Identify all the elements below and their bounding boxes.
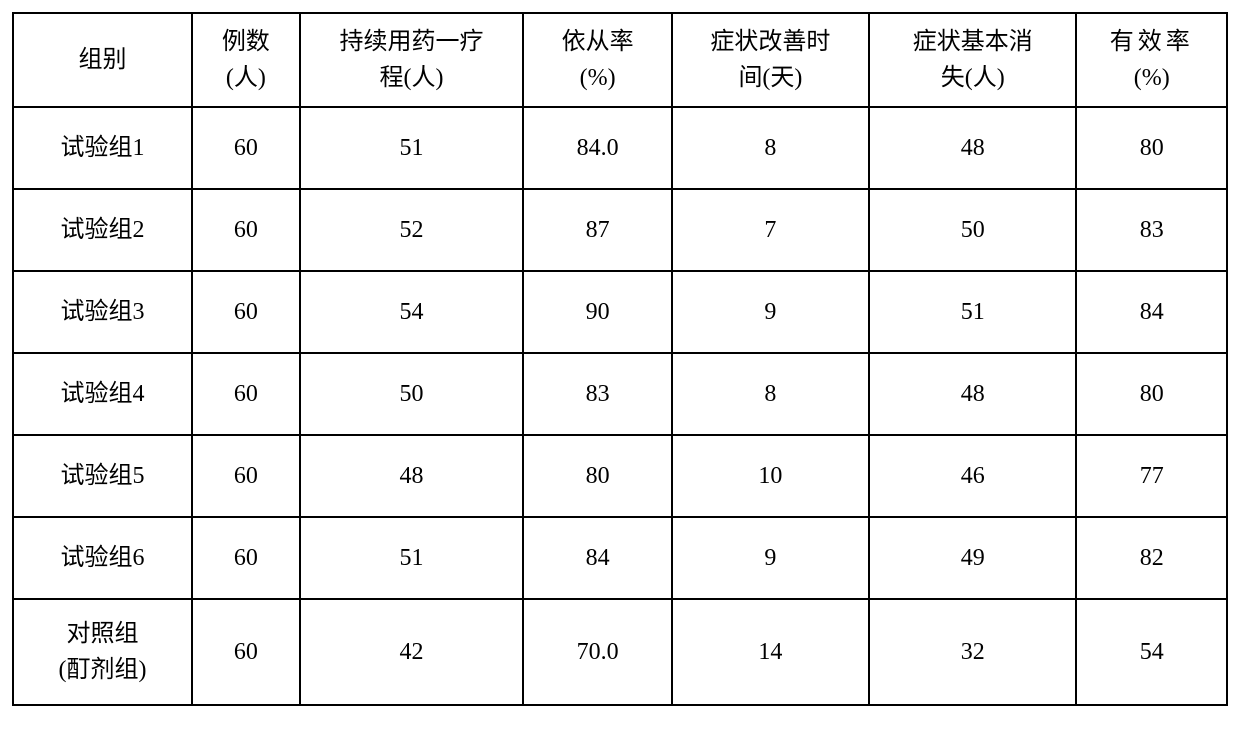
col-header-compliance: 依从率(%) [523,13,671,107]
cell-value: 60 [192,189,300,271]
cell-value: 54 [300,271,524,353]
cell-group: 试验组3 [13,271,192,353]
cell-value: 80 [1076,353,1227,435]
cell-group: 试验组5 [13,435,192,517]
cell-value: 80 [523,435,671,517]
col-header-cases: 例数(人) [192,13,300,107]
data-table: 组别 例数(人) 持续用药一疗程(人) 依从率(%) 症状改善时间(天) 症状基… [12,12,1228,706]
table-row: 对照组(酊剂组) 60 42 70.0 14 32 54 [13,599,1227,705]
table-row: 试验组5 60 48 80 10 46 77 [13,435,1227,517]
cell-value: 60 [192,353,300,435]
cell-value: 60 [192,599,300,705]
cell-value: 42 [300,599,524,705]
cell-value: 10 [672,435,869,517]
cell-value: 77 [1076,435,1227,517]
cell-value: 90 [523,271,671,353]
cell-group: 试验组2 [13,189,192,271]
cell-value: 32 [869,599,1076,705]
cell-group: 试验组4 [13,353,192,435]
cell-value: 83 [523,353,671,435]
cell-group: 试验组6 [13,517,192,599]
cell-value: 50 [300,353,524,435]
cell-value: 46 [869,435,1076,517]
table-header-row: 组别 例数(人) 持续用药一疗程(人) 依从率(%) 症状改善时间(天) 症状基… [13,13,1227,107]
cell-value: 87 [523,189,671,271]
cell-value: 60 [192,435,300,517]
cell-value: 51 [869,271,1076,353]
table-row: 试验组1 60 51 84.0 8 48 80 [13,107,1227,189]
cell-value: 60 [192,271,300,353]
cell-value: 9 [672,517,869,599]
cell-value: 60 [192,107,300,189]
cell-value: 48 [869,353,1076,435]
cell-value: 54 [1076,599,1227,705]
cell-value: 84 [1076,271,1227,353]
cell-value: 14 [672,599,869,705]
cell-value: 51 [300,107,524,189]
table-body: 试验组1 60 51 84.0 8 48 80 试验组2 60 52 87 7 … [13,107,1227,705]
cell-value: 9 [672,271,869,353]
cell-group: 试验组1 [13,107,192,189]
cell-value: 83 [1076,189,1227,271]
cell-value: 48 [300,435,524,517]
cell-value: 48 [869,107,1076,189]
cell-value: 8 [672,107,869,189]
table-row: 试验组3 60 54 90 9 51 84 [13,271,1227,353]
col-header-continuous: 持续用药一疗程(人) [300,13,524,107]
cell-value: 84 [523,517,671,599]
cell-value: 80 [1076,107,1227,189]
table-row: 试验组4 60 50 83 8 48 80 [13,353,1227,435]
cell-value: 60 [192,517,300,599]
table-row: 试验组2 60 52 87 7 50 83 [13,189,1227,271]
col-header-effective: 有效率(%) [1076,13,1227,107]
col-header-group: 组别 [13,13,192,107]
cell-value: 51 [300,517,524,599]
table-row: 试验组6 60 51 84 9 49 82 [13,517,1227,599]
cell-value: 50 [869,189,1076,271]
cell-value: 82 [1076,517,1227,599]
cell-value: 52 [300,189,524,271]
col-header-improve-time: 症状改善时间(天) [672,13,869,107]
cell-value: 84.0 [523,107,671,189]
cell-value: 70.0 [523,599,671,705]
col-header-disappear: 症状基本消失(人) [869,13,1076,107]
cell-group: 对照组(酊剂组) [13,599,192,705]
cell-value: 49 [869,517,1076,599]
cell-value: 8 [672,353,869,435]
cell-value: 7 [672,189,869,271]
